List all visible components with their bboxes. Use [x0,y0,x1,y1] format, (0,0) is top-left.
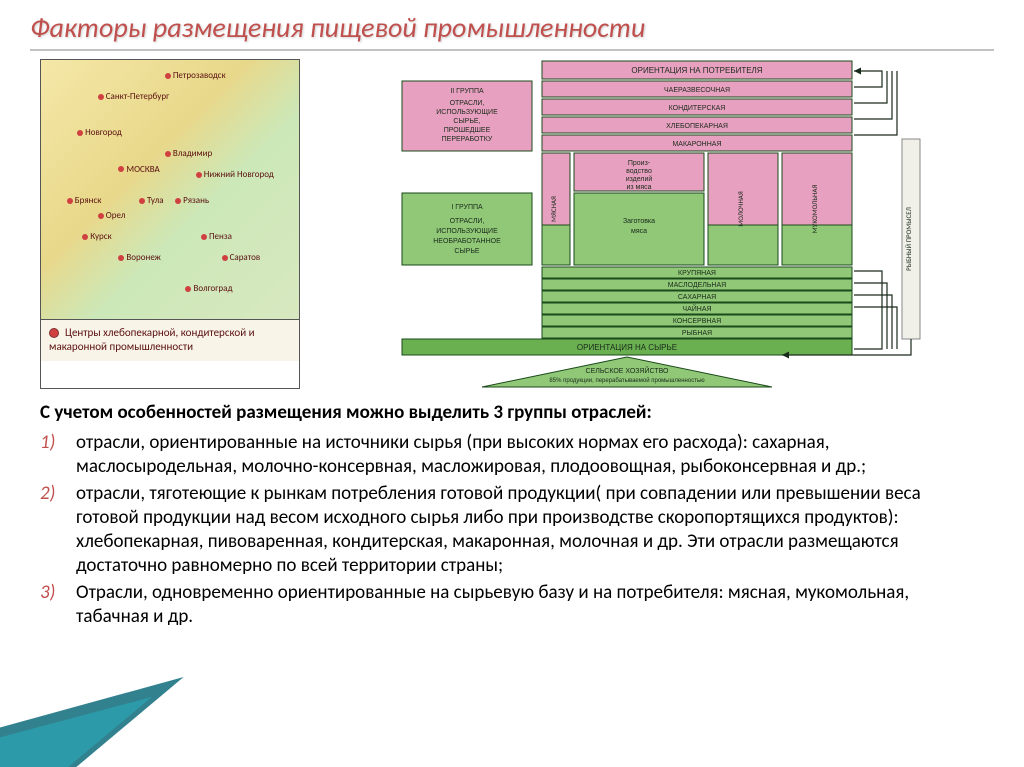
map-container: Петрозаводск Санкт-Петербург Новгород Влади… [40,59,300,389]
svg-text:ПЕРЕРАБОТКУ: ПЕРЕРАБОТКУ [442,136,493,143]
svg-text:МЯСНАЯ: МЯСНАЯ [549,196,558,222]
city-label: Брянск [67,195,102,206]
city-label: Владимир [165,148,212,159]
city-label: Пенза [201,231,232,242]
svg-text:85% продукции, перерабатываемо: 85% продукции, перерабатываемой промышле… [549,377,705,384]
group-list: отрасли, ориентированные на источники сы… [40,431,984,629]
content-area: Петрозаводск Санкт-Петербург Новгород Влади… [0,59,1024,389]
svg-text:РЫБНЫЙ ПРОМЫСЕЛ: РЫБНЫЙ ПРОМЫСЕЛ [904,207,913,271]
svg-text:МАСЛОДЕЛЬНАЯ: МАСЛОДЕЛЬНАЯ [668,282,726,289]
svg-text:РЫБНАЯ: РЫБНАЯ [682,330,712,337]
diagram-svg: ОРИЕНТАЦИЯ НА ПОТРЕБИТЕЛЯ II ГРУППА ОТРА… [320,59,984,389]
svg-text:НЕОБРАБОТАННОЕ: НЕОБРАБОТАННОЕ [433,238,501,245]
svg-text:ЧАЙНАЯ: ЧАЙНАЯ [682,304,711,313]
svg-text:Произ-: Произ- [628,160,651,167]
industry-diagram: ОРИЕНТАЦИЯ НА ПОТРЕБИТЕЛЯ II ГРУППА ОТРА… [320,59,984,389]
legend-dot-icon [49,328,59,338]
list-item: отрасли, тяготеющие к рынкам потребления… [76,482,984,577]
city-label: Рязань [175,195,209,206]
body-text: С учетом особенностей размещения можно в… [0,389,1024,629]
svg-text:ПРОШЕДШЕЕ: ПРОШЕДШЕЕ [444,127,491,134]
svg-text:ОТРАСЛИ,: ОТРАСЛИ, [450,100,485,107]
city-label: Нижний Новгород [196,169,274,180]
list-item: Отрасли, одновременно ориентированные на… [76,581,984,629]
city-label: Волгоград [185,283,232,294]
svg-text:I ГРУППА: I ГРУППА [451,204,483,211]
svg-text:мяса: мяса [631,228,647,235]
svg-text:II ГРУППА: II ГРУППА [450,88,484,95]
svg-text:из мяса: из мяса [626,184,651,191]
city-label: Петрозаводск [165,70,226,81]
svg-text:СЫРЬЕ,: СЫРЬЕ, [453,118,480,125]
svg-text:ИСПОЛЬЗУЮЩИЕ: ИСПОЛЬЗУЮЩИЕ [436,228,498,235]
svg-text:ОРИЕНТАЦИЯ НА ПОТРЕБИТЕЛЯ: ОРИЕНТАЦИЯ НА ПОТРЕБИТЕЛЯ [631,66,762,75]
svg-text:СЫРЬЕ: СЫРЬЕ [454,248,480,255]
svg-text:ЧАЕРАЗВЕСОЧНАЯ: ЧАЕРАЗВЕСОЧНАЯ [664,87,730,94]
svg-text:САХАРНАЯ: САХАРНАЯ [678,294,716,301]
svg-text:ИСПОЛЬЗУЮЩИЕ: ИСПОЛЬЗУЮЩИЕ [436,109,498,116]
svg-text:Заготовка: Заготовка [623,218,655,225]
city-label: Тула [139,195,164,206]
city-label: Саратов [222,252,261,263]
list-item: отрасли, ориентированные на источники сы… [76,431,984,479]
map: Петрозаводск Санкт-Петербург Новгород Влади… [41,60,299,320]
legend-text: Центры хлебопекарной, кондитерской и мак… [49,326,255,353]
svg-text:ХЛЕБОПЕКАРНАЯ: ХЛЕБОПЕКАРНАЯ [666,123,728,130]
svg-text:ОРИЕНТАЦИЯ НА СЫРЬЕ: ОРИЕНТАЦИЯ НА СЫРЬЕ [577,343,677,352]
city-label: Новгород [77,127,122,138]
svg-text:МАКАРОННАЯ: МАКАРОННАЯ [672,141,721,148]
svg-text:КРУПЯНАЯ: КРУПЯНАЯ [678,270,716,277]
corner-decoration-2 [0,697,152,767]
map-legend: Центры хлебопекарной, кондитерской и мак… [41,320,299,361]
intro-text: С учетом особенностей размещения можно в… [40,401,984,425]
title-underline [30,49,994,51]
city-label: Воронеж [118,252,160,263]
svg-text:ОТРАСЛИ,: ОТРАСЛИ, [450,218,485,225]
city-label: Курск [82,231,111,242]
svg-text:МУКОМОЛЬНАЯ: МУКОМОЛЬНАЯ [810,185,819,234]
city-label: Санкт-Петербург [98,91,169,102]
svg-text:водство: водство [626,168,652,175]
slide-title: Факторы размещения пищевой промышленност… [0,0,1024,49]
city-label: МОСКВА [118,164,159,175]
svg-text:изделий: изделий [626,175,653,183]
svg-text:СЕЛЬСКОЕ ХОЗЯЙСТВО: СЕЛЬСКОЕ ХОЗЯЙСТВО [586,366,670,375]
svg-text:КОНСЕРВНАЯ: КОНСЕРВНАЯ [673,318,721,325]
svg-text:МОЛОЧНАЯ: МОЛОЧНАЯ [736,191,745,227]
svg-text:КОНДИТЕРСКАЯ: КОНДИТЕРСКАЯ [669,105,726,112]
city-label: Орел [98,210,126,221]
